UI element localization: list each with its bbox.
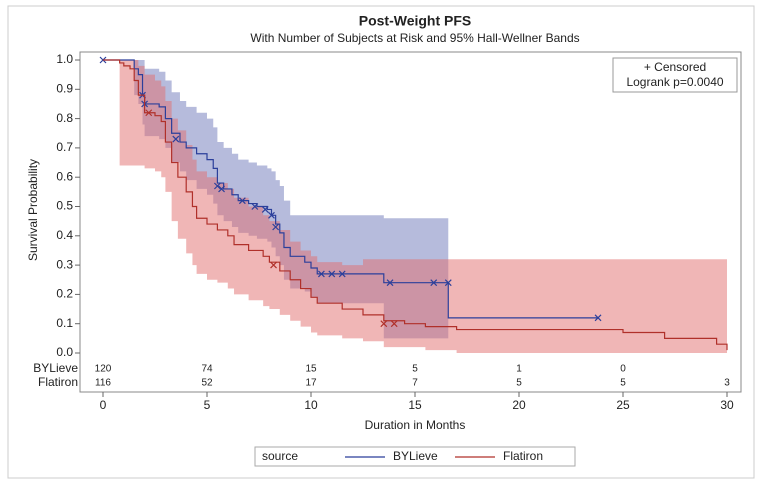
at-risk-count: 5 [412, 364, 418, 375]
at-risk-count: 7 [412, 378, 418, 389]
censor-mark [270, 261, 277, 269]
censor-mark [594, 314, 602, 322]
y-tick-label: 0.3 [56, 257, 73, 271]
censor-mark [251, 203, 259, 210]
censor-mark [218, 185, 225, 193]
censor-mark [268, 211, 275, 219]
at-risk-count: 5 [620, 378, 626, 389]
plot-area [99, 56, 728, 353]
y-tick-label: 1.0 [56, 52, 73, 66]
censor-mark [145, 109, 153, 117]
censor-mark [390, 320, 398, 328]
y-tick-label: 0.9 [56, 81, 73, 95]
censor-mark [238, 197, 246, 205]
inset-text: Logrank p=0.0040 [626, 75, 723, 89]
chart-subtitle: With Number of Subjects at Risk and 95% … [250, 31, 579, 45]
survival-line [103, 59, 599, 319]
inset-box [612, 57, 738, 93]
at-risk-count: 17 [305, 378, 317, 389]
censor-mark [317, 270, 325, 278]
y-tick-label: 0.5 [56, 199, 73, 213]
at-risk-count: 3 [724, 378, 730, 389]
plot-frame [79, 51, 742, 393]
x-axis-label: Duration in Months [365, 418, 466, 432]
at-risk-count: 1 [516, 364, 522, 375]
y-tick-label: 0.0 [56, 345, 73, 359]
censor-mark [272, 223, 280, 231]
legend-title: source [262, 449, 298, 463]
survival-line [103, 59, 728, 351]
at-risk-count: 116 [95, 378, 111, 389]
at-risk-count: 0 [620, 364, 626, 375]
censor-mark [261, 206, 269, 213]
censor-mark [328, 270, 336, 278]
confidence-band [119, 60, 727, 353]
x-tick-label: 0 [100, 398, 107, 412]
x-tick-label: 10 [304, 398, 318, 412]
y-tick-label: 0.7 [56, 140, 73, 154]
at-risk-count: 15 [305, 364, 317, 375]
censor-mark [386, 279, 394, 287]
censor-mark [380, 320, 388, 328]
legend-label: BYLieve [393, 449, 438, 463]
y-axis-label: Survival Probability [26, 159, 40, 261]
y-tick-label: 0.8 [56, 111, 73, 125]
y-tick-label: 0.6 [56, 169, 73, 183]
x-tick-label: 5 [204, 398, 211, 412]
x-tick-label: 30 [720, 398, 734, 412]
y-tick-label: 0.2 [56, 287, 73, 301]
at-risk-count: 52 [201, 378, 213, 389]
inset-text: + Censored [644, 60, 706, 74]
at-risk-count: 120 [95, 364, 112, 375]
y-tick-label: 0.4 [56, 228, 73, 242]
censor-mark [444, 279, 452, 287]
censor-mark [338, 270, 346, 278]
outer-frame [7, 5, 755, 479]
legend-box [254, 446, 576, 467]
legend-label: Flatiron [503, 449, 543, 463]
censor-mark [430, 279, 438, 287]
chart-title: Post-Weight PFS [359, 13, 472, 29]
y-tick-label: 0.1 [56, 316, 73, 330]
censor-mark [213, 182, 221, 190]
at-risk-label: BYLieve [33, 361, 78, 375]
x-tick-label: 15 [408, 398, 422, 412]
x-tick-label: 20 [512, 398, 526, 412]
at-risk-count: 74 [201, 364, 213, 375]
at-risk-label: Flatiron [38, 375, 78, 389]
at-risk-count: 5 [516, 378, 522, 389]
censor-mark [172, 135, 180, 143]
x-tick-label: 25 [616, 398, 630, 412]
